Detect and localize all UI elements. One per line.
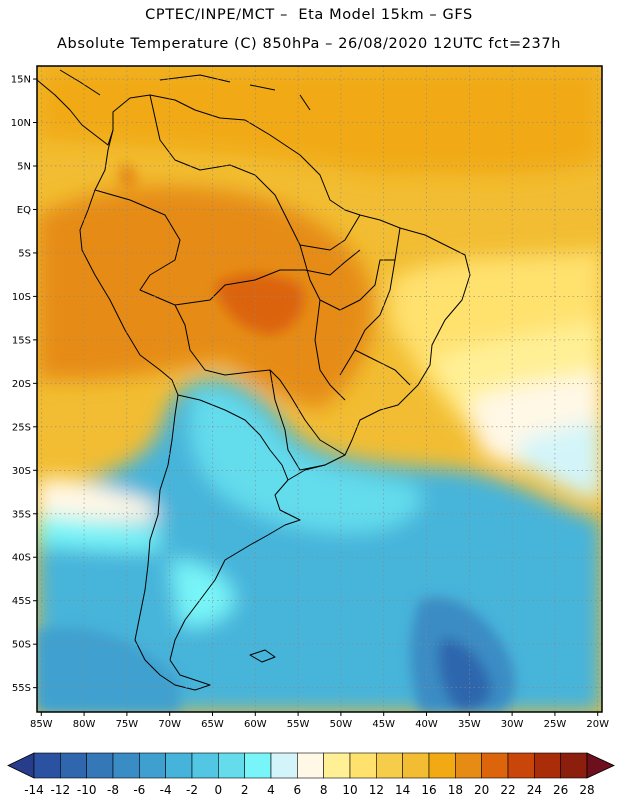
colorbar-under-arrow	[7, 752, 35, 779]
lon-tick-label: 35W	[458, 719, 481, 730]
latitude-axis: 15N 10N 5N EQ 5S 10S 15S 20S 25S 30S 35S 40S 45S 50S 5…	[11, 75, 37, 694]
colorbar-label: 20	[474, 783, 489, 797]
lat-tick-label: 15N	[11, 75, 31, 86]
lat-tick-label: 20S	[12, 379, 31, 390]
map-frame	[36, 65, 603, 713]
colorbar-swatch	[60, 752, 87, 779]
map-title: CPTEC/INPE/MCT – Eta Model 15km – GFS	[145, 7, 473, 23]
colorbar-over-arrow	[586, 752, 615, 779]
colorbar-swatch	[507, 752, 535, 779]
colorbar-label: -4	[160, 783, 172, 797]
colorbar-swatch	[191, 752, 219, 779]
lon-tick-label: 30W	[501, 719, 524, 730]
lat-tick-label: 40S	[12, 553, 31, 564]
colorbar-label: 26	[553, 783, 568, 797]
colorbar-label: 4	[267, 783, 275, 797]
lat-tick-label: 50S	[12, 640, 31, 651]
lon-tick-label: 85W	[30, 719, 53, 730]
colorbar-swatch	[165, 752, 193, 779]
coastlines	[37, 69, 471, 691]
colorbar-label: 10	[342, 783, 357, 797]
colorbar-label: 8	[320, 783, 328, 797]
colorbar-label: -6	[133, 783, 145, 797]
lat-tick-label: 10S	[12, 292, 31, 303]
colorbar-label: -14	[24, 783, 44, 797]
lat-tick-label: 35S	[12, 509, 31, 520]
temperature-field	[37, 66, 602, 712]
lon-tick-label: 20W	[586, 719, 609, 730]
lon-tick-label: 60W	[244, 719, 267, 730]
colorbar-swatch	[560, 752, 588, 779]
colorbar-label: -10	[77, 783, 97, 797]
colorbar-label: 12	[369, 783, 384, 797]
colorbar-label: 22	[500, 783, 515, 797]
lon-tick-label: 80W	[73, 719, 96, 730]
colorbar-swatch	[376, 752, 403, 779]
colorbar-label: 2	[241, 783, 249, 797]
colorbar-label: 6	[294, 783, 302, 797]
lon-tick-label: 40W	[415, 719, 438, 730]
colorbar-swatch	[139, 752, 166, 779]
colorbar-swatch	[270, 752, 298, 779]
colorbar-swatch	[86, 752, 114, 779]
longitude-axis: 85W 80W 75W 70W 65W 60W 55W 50W 45W 40W 35W 30W 25W 2…	[30, 712, 609, 730]
colorbar-label: 28	[579, 783, 594, 797]
colorbar-swatch	[534, 752, 561, 779]
lat-tick-label: 25S	[12, 422, 31, 433]
lat-tick-label: 10N	[11, 118, 31, 129]
colorbar-label: 16	[421, 783, 436, 797]
lat-tick-label: 5N	[17, 161, 31, 172]
colorbar-swatch	[244, 752, 272, 779]
colorbar-swatch	[481, 752, 509, 779]
lat-tick-label: EQ	[17, 205, 31, 216]
temperature-colorbar: -14 -12 -10 -8 -6 -4 -2 0 2 4 6 8 10 12 14 16 18 20 22 24 26…	[7, 752, 615, 797]
lon-tick-label: 25W	[544, 719, 567, 730]
colorbar-label: 18	[448, 783, 463, 797]
colorbar-swatch	[33, 752, 61, 779]
map-subtitle: Absolute Temperature (C) 850hPa – 26/08/…	[57, 36, 561, 52]
colorbar-swatch	[349, 752, 377, 779]
lat-tick-label: 5S	[18, 248, 31, 259]
lat-tick-label: 15S	[12, 335, 31, 346]
colorbar-swatch	[297, 752, 324, 779]
colorbar-label: -8	[107, 783, 119, 797]
lon-tick-label: 75W	[116, 719, 139, 730]
lat-tick-label: 55S	[12, 683, 31, 694]
lon-tick-label: 45W	[372, 719, 395, 730]
colorbar-swatch	[218, 752, 245, 779]
colorbar-swatch	[428, 752, 456, 779]
colorbar-label: -2	[186, 783, 198, 797]
colorbar-swatch	[323, 752, 351, 779]
lat-tick-label: 45S	[12, 596, 31, 607]
colorbar-label: -12	[51, 783, 71, 797]
lon-tick-label: 65W	[201, 719, 224, 730]
colorbar-label: 14	[395, 783, 410, 797]
lon-tick-label: 70W	[158, 719, 181, 730]
colorbar-label: 24	[527, 783, 542, 797]
lon-tick-label: 50W	[330, 719, 353, 730]
colorbar-swatch	[402, 752, 430, 779]
colorbar-swatch	[112, 752, 140, 779]
lat-tick-label: 30S	[12, 466, 31, 477]
lon-tick-label: 55W	[287, 719, 310, 730]
colorbar-label: 0	[215, 783, 223, 797]
colorbar-swatch	[455, 752, 482, 779]
